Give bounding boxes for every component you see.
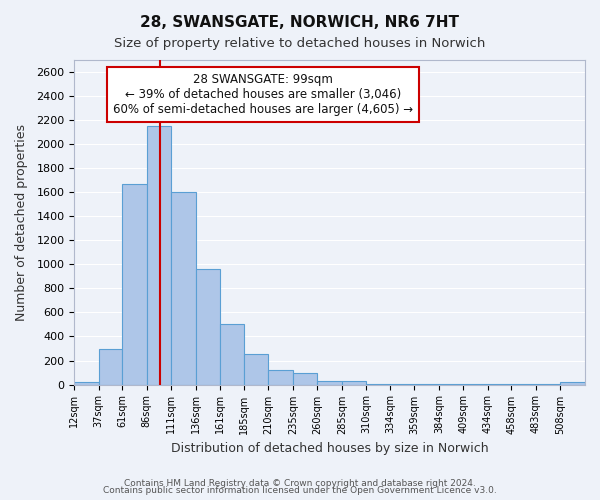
Bar — [293, 373, 317, 384]
Bar — [220, 324, 244, 384]
Bar — [244, 354, 268, 384]
Text: 28 SWANSGATE: 99sqm
← 39% of detached houses are smaller (3,046)
60% of semi-det: 28 SWANSGATE: 99sqm ← 39% of detached ho… — [113, 73, 413, 116]
Text: Contains HM Land Registry data © Crown copyright and database right 2024.: Contains HM Land Registry data © Crown c… — [124, 478, 476, 488]
Bar — [560, 382, 585, 384]
Text: 28, SWANSGATE, NORWICH, NR6 7HT: 28, SWANSGATE, NORWICH, NR6 7HT — [140, 15, 460, 30]
X-axis label: Distribution of detached houses by size in Norwich: Distribution of detached houses by size … — [171, 442, 488, 455]
Text: Contains public sector information licensed under the Open Government Licence v3: Contains public sector information licen… — [103, 486, 497, 495]
Bar — [122, 184, 147, 384]
Bar — [268, 370, 293, 384]
Y-axis label: Number of detached properties: Number of detached properties — [15, 124, 28, 321]
Bar — [196, 269, 220, 384]
Bar — [99, 348, 122, 384]
Text: Size of property relative to detached houses in Norwich: Size of property relative to detached ho… — [115, 38, 485, 51]
Bar — [74, 382, 99, 384]
Bar — [147, 126, 172, 384]
Bar — [342, 381, 367, 384]
Bar — [172, 192, 196, 384]
Bar — [317, 381, 342, 384]
